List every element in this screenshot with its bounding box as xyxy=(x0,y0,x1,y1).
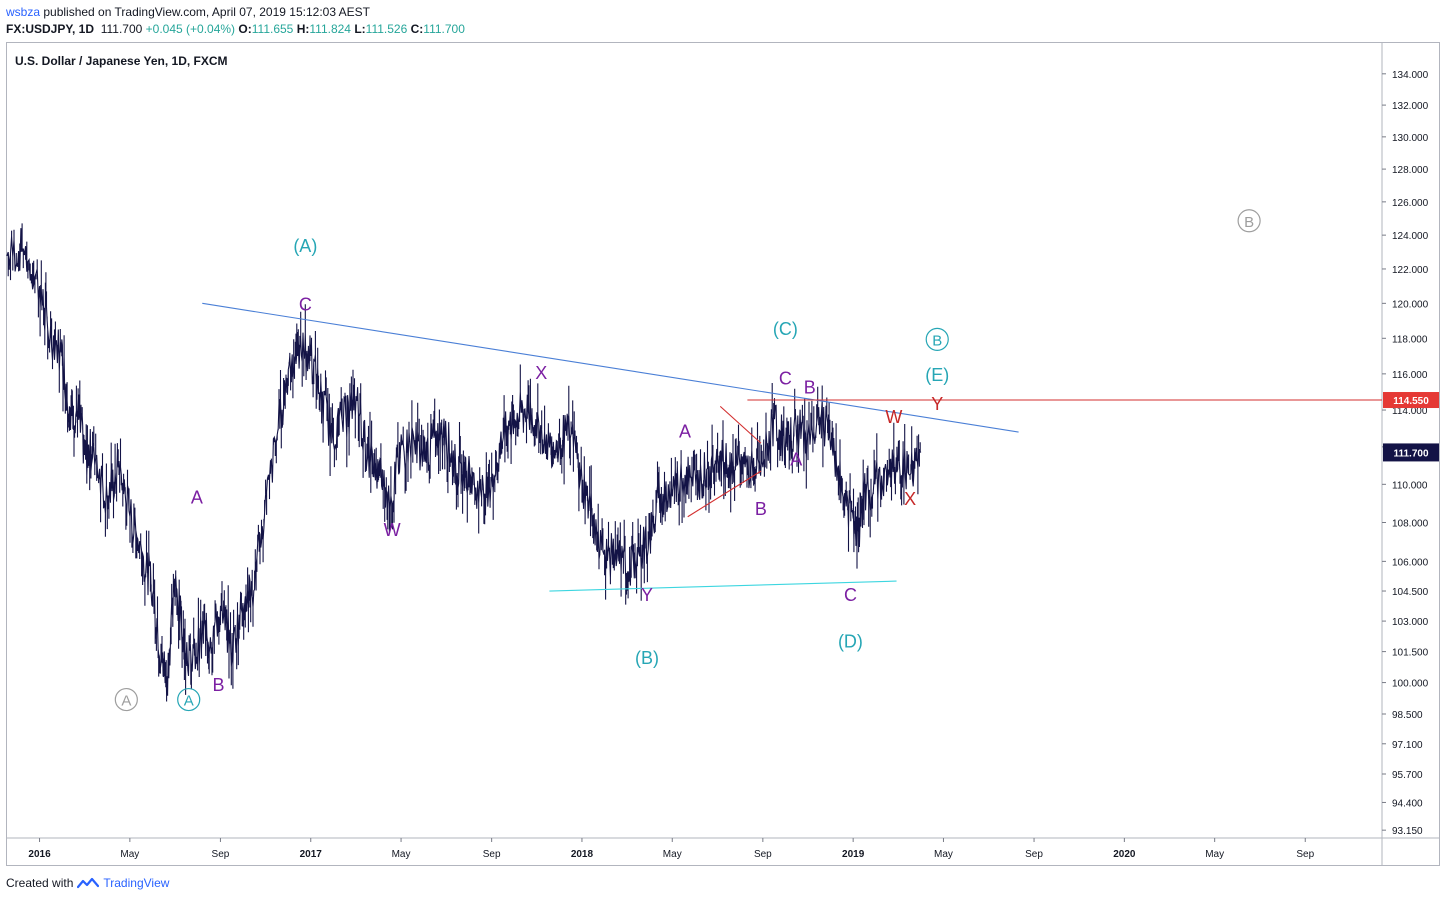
y-tick-label: 118.000 xyxy=(1392,334,1428,345)
symbol-label: FX:USDJPY, 1D xyxy=(6,22,95,36)
y-tick-label: 110.000 xyxy=(1392,480,1428,491)
x-tick-label: 2018 xyxy=(571,849,594,860)
wave-label: (C) xyxy=(773,319,798,339)
y-tick-label: 106.000 xyxy=(1392,557,1429,568)
x-tick-label: May xyxy=(120,849,139,860)
wave-label: X xyxy=(535,363,547,383)
y-tick-label: 120.000 xyxy=(1392,299,1429,310)
last-price-label: 111.700 xyxy=(1393,448,1428,459)
x-tick-label: Sep xyxy=(212,849,230,860)
wave-label: (A) xyxy=(293,236,317,256)
wave-circle xyxy=(114,687,138,712)
x-tick-label: May xyxy=(663,849,682,860)
ohlc-line: FX:USDJPY, 1D 111.700 +0.045 (+0.04%) O:… xyxy=(6,21,465,38)
y-tick-label: 116.000 xyxy=(1392,370,1428,381)
x-tick-label: 2019 xyxy=(842,849,865,860)
y-tick-label: 95.700 xyxy=(1392,770,1423,781)
close-value: 111.700 xyxy=(423,22,465,36)
wave-label: W xyxy=(885,407,902,427)
low-value: 111.526 xyxy=(365,22,408,36)
x-tick-label: May xyxy=(1205,849,1224,860)
wave-circle xyxy=(177,687,201,712)
close-label: C: xyxy=(410,22,424,36)
y-tick-label: 134.000 xyxy=(1392,70,1429,81)
y-tick-label: 130.000 xyxy=(1392,133,1429,144)
author-link[interactable]: wsbza xyxy=(6,5,41,19)
high-value: 111.824 xyxy=(309,22,351,36)
wave-label: A xyxy=(121,693,131,710)
publish-line: wsbza published on TradingView.com, Apri… xyxy=(6,4,465,21)
y-tick-label: 101.500 xyxy=(1392,648,1429,659)
wave-label: B xyxy=(1244,214,1254,231)
wave-label: Y xyxy=(931,394,943,414)
wave-label: C xyxy=(844,585,857,605)
wave-label: A xyxy=(184,693,194,710)
y-tick-label: 93.150 xyxy=(1392,826,1423,837)
upper-trendline[interactable] xyxy=(202,302,1019,433)
y-tick-label: 132.000 xyxy=(1392,101,1429,112)
x-tick-label: 2016 xyxy=(28,849,51,860)
open-label: O: xyxy=(238,22,252,36)
y-tick-label: 128.000 xyxy=(1392,165,1429,176)
lower-trendline[interactable] xyxy=(549,580,897,592)
y-tick-label: 124.000 xyxy=(1392,231,1429,242)
chart-header: wsbza published on TradingView.com, Apri… xyxy=(6,4,465,38)
low-label: L: xyxy=(354,22,366,36)
x-tick-label: 2017 xyxy=(300,849,323,860)
chart-legend-title: U.S. Dollar / Japanese Yen, 1D, FXCM xyxy=(15,54,228,68)
y-tick-label: 126.000 xyxy=(1392,198,1429,209)
y-tick-label: 94.400 xyxy=(1392,798,1423,809)
x-tick-label: May xyxy=(392,849,411,860)
horizontal-level-label: 114.550 xyxy=(1393,396,1429,407)
tradingview-brand-link[interactable]: TradingView xyxy=(103,876,170,890)
wave-label: Y xyxy=(641,585,653,605)
chart-pane[interactable] xyxy=(6,42,1440,866)
y-tick-label: 122.000 xyxy=(1392,265,1429,276)
wave-circle xyxy=(1237,209,1261,233)
y-tick-label: 103.000 xyxy=(1392,617,1429,628)
wave-label: A xyxy=(679,422,691,442)
wave-label: X xyxy=(904,489,916,509)
last-price-tag xyxy=(1383,443,1439,462)
high-label: H: xyxy=(296,22,310,36)
wave-label: B xyxy=(804,378,816,398)
triangle-lower[interactable] xyxy=(687,470,762,518)
wave-circle xyxy=(925,327,949,351)
price-series-line xyxy=(6,223,922,702)
x-tick-label: Sep xyxy=(1025,849,1043,860)
wave-label: B xyxy=(932,332,942,349)
x-tick-label: Sep xyxy=(483,849,501,860)
x-tick-label: Sep xyxy=(754,849,772,860)
x-tick-label: 2020 xyxy=(1113,849,1136,860)
y-tick-label: 114.000 xyxy=(1392,406,1428,417)
wave-label: (D) xyxy=(838,632,863,652)
wave-label: (B) xyxy=(635,648,659,668)
y-tick-label: 104.500 xyxy=(1392,587,1429,598)
triangle-upper[interactable] xyxy=(719,405,762,444)
wave-label: W xyxy=(384,520,401,540)
wave-label: B xyxy=(755,499,767,519)
wave-label: A xyxy=(790,450,802,470)
y-tick-label: 98.500 xyxy=(1392,710,1423,721)
open-value: 111.655 xyxy=(251,22,294,36)
x-tick-label: Sep xyxy=(1296,849,1314,860)
wave-label: (E) xyxy=(925,365,949,385)
y-tick-label: 100.000 xyxy=(1392,679,1429,690)
y-tick-label: 97.100 xyxy=(1392,740,1423,751)
wave-label: A xyxy=(191,487,203,507)
last-price: 111.700 xyxy=(100,22,143,36)
wave-label: C xyxy=(779,369,792,389)
wave-label: C xyxy=(299,294,312,314)
horizontal-level-tag xyxy=(1383,392,1439,409)
created-with-label: Created with xyxy=(6,876,74,890)
price-change: +0.045 (+0.04%) xyxy=(145,22,236,36)
y-tick-label: 108.000 xyxy=(1392,518,1429,529)
publish-info: published on TradingView.com, April 07, … xyxy=(40,5,371,19)
x-tick-label: May xyxy=(934,849,953,860)
footer: Created with TradingView xyxy=(6,876,169,890)
tradingview-logo-icon[interactable] xyxy=(77,876,100,890)
wave-label: B xyxy=(213,675,225,695)
